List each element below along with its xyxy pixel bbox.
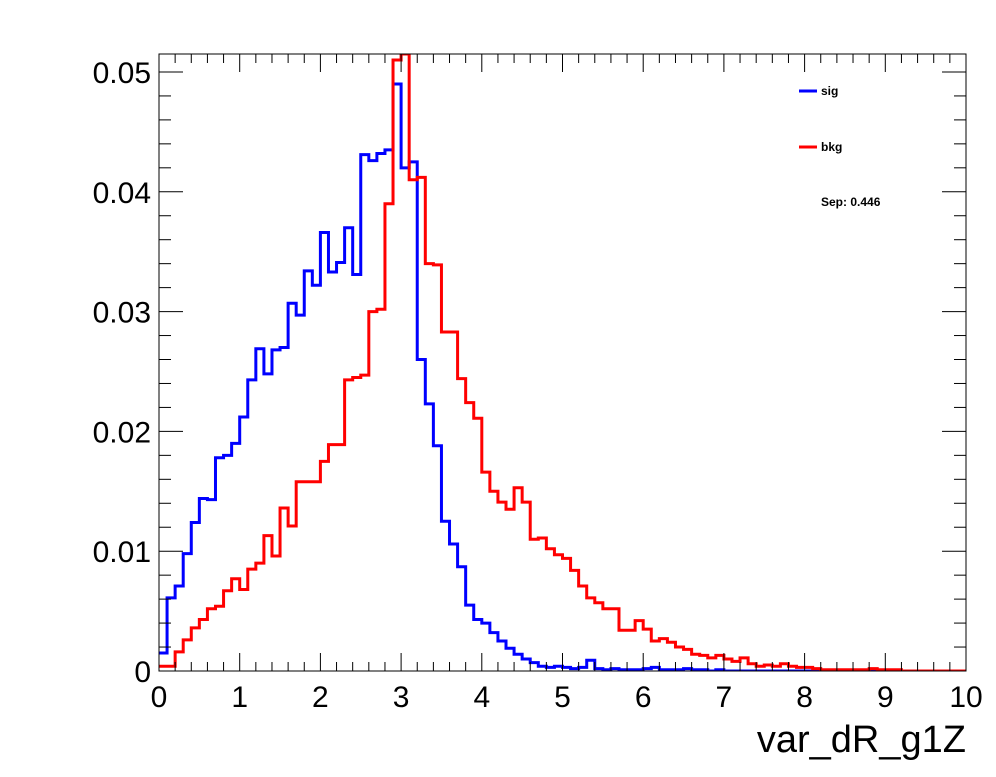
x-tick-label: 6 (635, 681, 652, 714)
x-tick-label: 5 (554, 681, 571, 714)
x-axis-title: var_dR_g1Z (757, 719, 966, 761)
legend-label-sig: sig (821, 84, 838, 98)
x-tick-label: 1 (231, 681, 248, 714)
y-tick-label: 0.03 (93, 297, 151, 330)
x-tick-label: 3 (393, 681, 410, 714)
legend: sig bkg (799, 84, 842, 154)
x-tick-label: 4 (473, 681, 490, 714)
y-tick-label: 0.04 (93, 177, 151, 210)
series-layer (159, 54, 966, 671)
x-tick-label: 10 (949, 681, 982, 714)
plot-frame (158, 53, 967, 672)
y-tick-label: 0 (134, 656, 151, 689)
histogram-series-sig (159, 82, 966, 671)
separation-annotation: Sep: 0.446 (821, 195, 881, 209)
x-tick-label: 2 (312, 681, 329, 714)
x-tick-label: 7 (716, 681, 733, 714)
y-tick-label: 0.02 (93, 416, 151, 449)
x-tick-label: 0 (151, 681, 168, 714)
histogram-series-bkg (159, 54, 966, 671)
x-tick-label: 8 (796, 681, 813, 714)
y-tick-label: 0.05 (93, 57, 151, 90)
ticks-layer (158, 54, 967, 672)
y-tick-label: 0.01 (93, 536, 151, 569)
legend-label-bkg: bkg (821, 140, 842, 154)
tick-labels-layer: 0 1 2 3 4 5 6 7 8 9 10 0 0.01 0.02 0.03 0.04 0.05 (93, 57, 983, 714)
x-tick-label: 9 (877, 681, 894, 714)
